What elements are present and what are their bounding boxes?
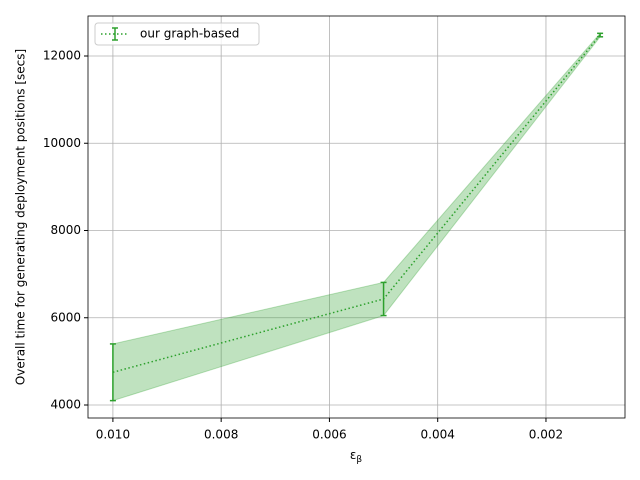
- y-tick-label: 4000: [50, 397, 81, 411]
- y-tick-label: 10000: [43, 136, 81, 150]
- y-axis-label: Overall time for generating deployment p…: [14, 49, 28, 385]
- plot-frame: [87, 15, 626, 419]
- x-label-base: ε: [350, 448, 357, 462]
- x-tick-label: 0.010: [96, 428, 130, 442]
- x-tick-label: 0.002: [529, 428, 563, 442]
- x-axis-label: εβ: [350, 448, 363, 465]
- y-tick-label: 12000: [43, 49, 81, 63]
- x-label-sub: β: [356, 455, 362, 465]
- x-tick-label: 0.008: [204, 428, 238, 442]
- legend-label: our graph-based: [140, 27, 239, 41]
- legend-box: [94, 22, 260, 46]
- x-tick-label: 0.006: [312, 428, 346, 442]
- y-tick-label: 6000: [50, 310, 81, 324]
- x-tick-label: 0.004: [421, 428, 455, 442]
- y-tick-label: 8000: [50, 223, 81, 237]
